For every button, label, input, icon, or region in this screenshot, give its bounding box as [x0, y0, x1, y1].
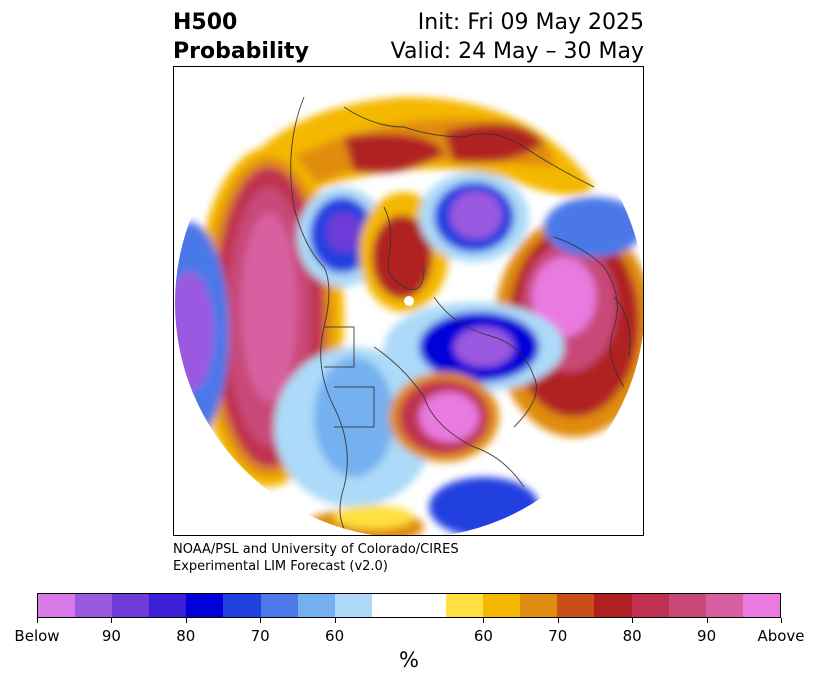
anomaly-east-max: [532, 257, 596, 337]
anomaly-northeast-blue: [544, 197, 643, 257]
north-pole-marker: [404, 296, 414, 306]
colorbar-tick-mark: [185, 618, 187, 623]
credit-block: NOAA/PSL and University of Colorado/CIRE…: [173, 541, 459, 575]
colorbar-segment: [594, 594, 632, 617]
anomaly-center-red: [372, 215, 432, 299]
colorbar-tick-mark: [706, 618, 708, 623]
colorbar-segment: [75, 594, 113, 617]
colorbar-tick-mark: [781, 618, 782, 623]
colorbar-tick-label: 70: [250, 627, 270, 645]
title-probability: Probability: [173, 39, 309, 64]
colorbar-unit: %: [399, 648, 419, 672]
colorbar-segment: [297, 594, 335, 617]
colorbar-segment: [334, 594, 372, 617]
colorbar-tick-label: 80: [622, 627, 642, 645]
colorbar-tick-label: 60: [473, 627, 493, 645]
anomaly-south-pink: [419, 392, 479, 442]
credit-line-2: Experimental LIM Forecast (v2.0): [173, 559, 388, 574]
title-block-left: H500 Probability: [173, 8, 309, 66]
probability-map: [173, 66, 644, 536]
map-canvas: [175, 68, 643, 535]
colorbar-segment: [557, 594, 595, 617]
anomaly-middle-purple: [454, 327, 514, 367]
colorbar-tick-mark: [334, 618, 336, 623]
colorbar-tick-mark: [557, 618, 559, 623]
colorbar-segment: [742, 594, 780, 617]
colorbar-segment: [186, 594, 224, 617]
init-date: Init: Fri 09 May 2025: [417, 10, 644, 35]
valid-period: Valid: 24 May – 30 May: [390, 39, 644, 64]
colorbar-tick-mark: [483, 618, 485, 623]
anomaly-north-red-b: [444, 124, 544, 163]
title-block-right: Init: Fri 09 May 2025 Valid: 24 May – 30…: [391, 8, 644, 66]
colorbar-segment: [408, 594, 447, 617]
anomaly-bottom-yellow: [334, 505, 414, 529]
anomaly-southwest-blue: [314, 357, 394, 477]
colorbar-segment: [446, 594, 484, 617]
colorbar-segment: [112, 594, 150, 617]
colorbar-segment: [631, 594, 669, 617]
colorbar-tick-label: 90: [101, 627, 121, 645]
colorbar-segment: [38, 594, 76, 617]
credit-line-1: NOAA/PSL and University of Colorado/CIRE…: [173, 542, 459, 557]
anomaly-center-west-purple: [326, 212, 362, 252]
colorbar-segment: [483, 594, 521, 617]
title-variable: H500: [173, 10, 238, 35]
colorbar-segment: [371, 594, 409, 617]
colorbar-segment: [223, 594, 261, 617]
colorbar-segment: [149, 594, 187, 617]
colorbar-segment: [668, 594, 706, 617]
colorbar-segment: [705, 594, 743, 617]
colorbar-segment: [260, 594, 298, 617]
colorbar-segment: [520, 594, 558, 617]
colorbar-tick-mark: [111, 618, 113, 623]
anomaly-north-red-a: [344, 134, 444, 173]
colorbar-tick-label: Below: [14, 627, 60, 645]
colorbar-tick-label: 90: [697, 627, 717, 645]
anomaly-bottom-blue: [429, 477, 539, 535]
coastlines: [290, 96, 631, 535]
colorbar-tick-mark: [37, 618, 38, 623]
anomaly-center-east-purple: [450, 191, 502, 239]
colorbar-tick-label: 70: [548, 627, 568, 645]
colorbar-tick-label: Above: [757, 627, 805, 645]
colorbar-tick-mark: [260, 618, 262, 623]
colorbar-tick-label: 60: [325, 627, 345, 645]
anomaly-west-max: [241, 212, 297, 402]
colorbar-tick-mark: [632, 618, 634, 623]
colorbar: [37, 593, 781, 618]
colorbar-tick-label: 80: [176, 627, 196, 645]
